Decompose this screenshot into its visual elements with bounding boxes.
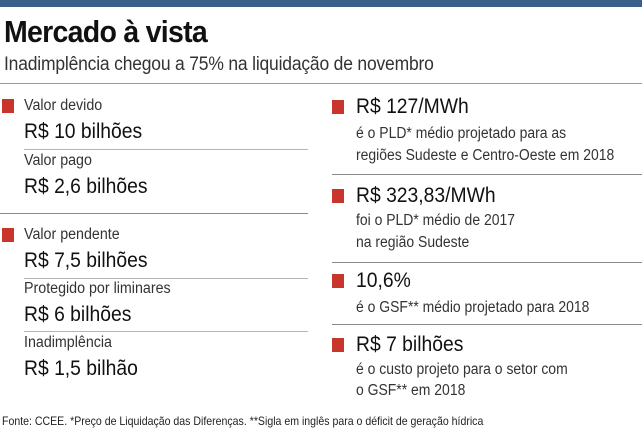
stat-label: Inadimplência — [24, 334, 113, 351]
stat-value: R$ 6 bilhões — [24, 303, 132, 326]
row-divider — [24, 149, 308, 150]
fact-headline: 10,6% — [356, 269, 411, 292]
fact-line: é o PLD* médio projetado para as — [356, 125, 567, 142]
header-divider — [0, 83, 642, 84]
page-subtitle: Inadimplência chegou a 75% na liquidação… — [4, 54, 434, 75]
stat-label: Valor pendente — [24, 226, 120, 243]
fact-line: na região Sudeste — [356, 234, 470, 251]
section-divider — [332, 174, 642, 175]
fact-line: é o GSF** médio projetado para 2018 — [356, 299, 590, 316]
red-square-icon — [2, 228, 14, 242]
stat-label: Valor pago — [24, 152, 92, 169]
fact-headline: R$ 323,83/MWh — [356, 184, 496, 207]
fact-headline: R$ 7 bilhões — [356, 333, 464, 356]
stat-value: R$ 10 bilhões — [24, 120, 143, 143]
fact-line: regiões Sudeste e Centro-Oeste em 2018 — [356, 147, 615, 164]
red-square-icon — [332, 274, 344, 288]
stat-value: R$ 7,5 bilhões — [24, 249, 148, 272]
stat-label: Protegido por liminares — [24, 280, 171, 297]
red-square-icon — [2, 99, 14, 113]
section-divider — [332, 324, 642, 325]
fact-line: é o custo projeto para o setor com — [356, 361, 568, 378]
red-square-icon — [332, 189, 344, 203]
section-divider — [0, 213, 308, 214]
red-square-icon — [332, 338, 344, 352]
top-accent-bar — [0, 0, 642, 7]
section-divider — [332, 262, 642, 263]
fact-line: foi o PLD* médio de 2017 — [356, 212, 515, 229]
row-divider — [24, 278, 308, 279]
stat-label: Valor devido — [24, 97, 103, 114]
fact-headline: R$ 127/MWh — [356, 95, 469, 118]
red-square-icon — [332, 100, 344, 114]
fact-line: o GSF** em 2018 — [356, 382, 466, 399]
page-title: Mercado à vista — [4, 14, 208, 49]
source-footnote: Fonte: CCEE. *Preço de Liquidação das Di… — [2, 414, 484, 428]
stat-value: R$ 1,5 bilhão — [24, 357, 138, 380]
stat-value: R$ 2,6 bilhões — [24, 175, 148, 198]
row-divider — [24, 331, 308, 332]
